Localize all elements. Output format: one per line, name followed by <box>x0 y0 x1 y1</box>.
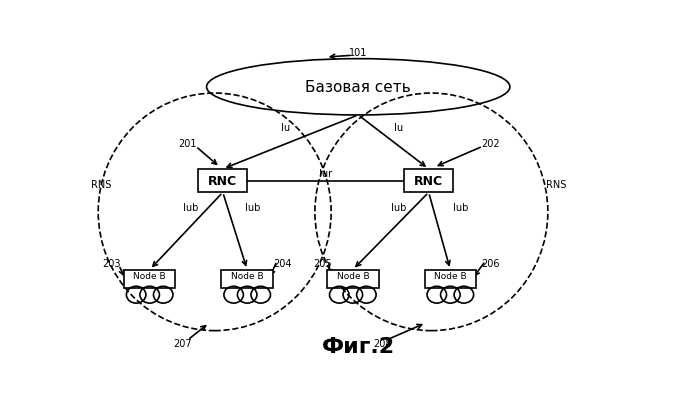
Text: 204: 204 <box>273 259 291 269</box>
Text: RNC: RNC <box>414 175 443 188</box>
Text: Iub: Iub <box>391 202 407 213</box>
Text: 101: 101 <box>349 48 368 58</box>
Text: 208: 208 <box>373 338 392 348</box>
Bar <box>404 169 453 193</box>
Text: Node B: Node B <box>231 272 264 281</box>
Text: 205: 205 <box>314 259 332 269</box>
Bar <box>222 270 273 289</box>
Text: Node B: Node B <box>434 272 467 281</box>
Bar <box>124 270 175 289</box>
Text: Iub: Iub <box>454 202 469 213</box>
Text: RNS: RNS <box>91 179 111 189</box>
Text: Фиг.2: Фиг.2 <box>322 336 395 356</box>
Text: Iub: Iub <box>182 202 198 213</box>
Text: Iu: Iu <box>280 123 289 133</box>
Text: 201: 201 <box>178 139 197 149</box>
Text: Node B: Node B <box>134 272 166 281</box>
Text: 202: 202 <box>482 139 500 149</box>
Text: 203: 203 <box>103 259 121 269</box>
Bar <box>199 169 247 193</box>
Text: Iur: Iur <box>319 168 332 178</box>
Text: Базовая сеть: Базовая сеть <box>305 80 411 95</box>
Text: RNC: RNC <box>208 175 238 188</box>
Text: Iu: Iu <box>394 123 403 133</box>
Text: RNS: RNS <box>546 179 566 189</box>
Bar <box>327 270 379 289</box>
Bar <box>424 270 476 289</box>
Text: 207: 207 <box>173 338 192 348</box>
Text: Node B: Node B <box>336 272 369 281</box>
Text: 206: 206 <box>482 259 500 269</box>
Text: Iub: Iub <box>245 202 260 213</box>
